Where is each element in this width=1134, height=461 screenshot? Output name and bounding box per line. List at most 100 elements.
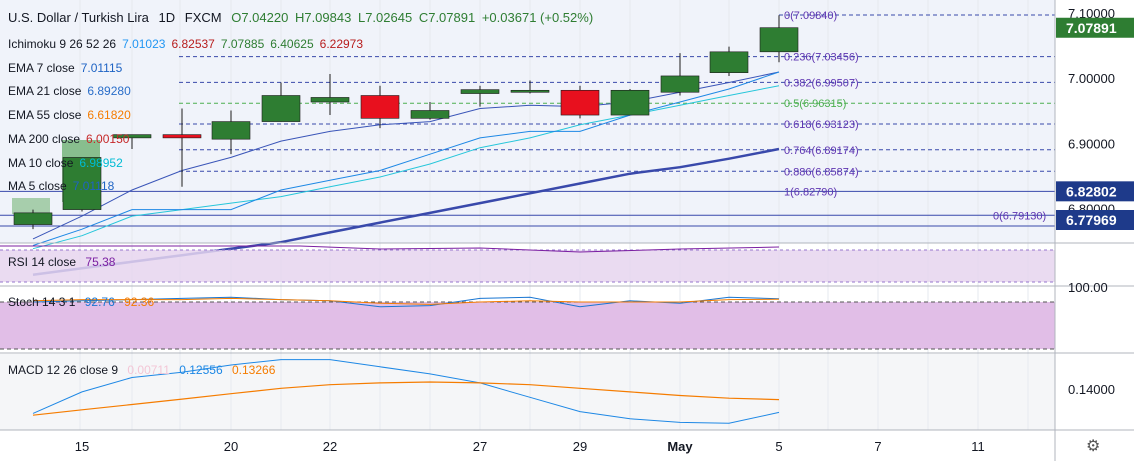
indicator-value: 7.01115 bbox=[80, 60, 123, 75]
price-tick: 7.00000 bbox=[1068, 71, 1115, 86]
candle-body bbox=[112, 134, 152, 139]
macd-hist: 0.00711 bbox=[127, 363, 170, 377]
macd-legend[interactable]: MACD 12 26 close 9 0.00711 0.12556 0.132… bbox=[8, 363, 281, 377]
candle-body bbox=[261, 95, 301, 122]
stoch-label: Stoch 14 3 1 bbox=[8, 295, 76, 309]
last-price-label: 7.07891 bbox=[1066, 20, 1117, 36]
indicator-value: 6.00150 bbox=[86, 131, 130, 146]
indicator-value: 7.07885 bbox=[220, 37, 265, 51]
indicator-row[interactable]: EMA 21 close 6.89280 bbox=[8, 84, 137, 98]
indicator-value: 6.61820 bbox=[87, 108, 131, 123]
indicator-value: 6.40625 bbox=[270, 37, 314, 51]
candle-body bbox=[211, 121, 251, 140]
indicator-value: 7.01023 bbox=[122, 37, 166, 51]
ma-line bbox=[32, 71, 780, 240]
symbol-header: U.S. Dollar / Turkish Lira 1D FXCM O7.04… bbox=[8, 11, 599, 25]
macd-line bbox=[32, 359, 780, 424]
fib-level-label: 0(6.79130) bbox=[993, 210, 1046, 222]
macd-pane-bg bbox=[0, 354, 1055, 430]
candle-body bbox=[360, 95, 400, 119]
price-flag bbox=[1056, 210, 1134, 230]
macd-signal: 0.13266 bbox=[231, 363, 276, 377]
interval[interactable]: 1D bbox=[158, 10, 176, 25]
indicator-row[interactable]: MA 10 close 6.98952 bbox=[8, 156, 129, 170]
indicator-label: MA 5 close bbox=[8, 179, 67, 194]
rsi-line bbox=[0, 245, 780, 253]
symbol-name[interactable]: U.S. Dollar / Turkish Lira bbox=[8, 10, 149, 25]
indicator-label: MA 10 close bbox=[8, 155, 74, 170]
rsi-value: 75.38 bbox=[85, 255, 116, 269]
indicator-label: EMA 7 close bbox=[8, 60, 75, 75]
indicator-value: 6.82537 bbox=[171, 37, 215, 51]
settings-gear-icon[interactable]: ⚙ bbox=[1086, 438, 1101, 455]
stoch-k: 92.76 bbox=[84, 295, 115, 309]
candle-body bbox=[610, 89, 650, 116]
indicator-value: 6.22973 bbox=[319, 37, 364, 51]
stoch-legend[interactable]: Stoch 14 3 1 92.76 92.36 bbox=[8, 295, 160, 309]
time-tick: 11 bbox=[971, 439, 985, 454]
rsi-legend[interactable]: RSI 14 close 75.38 bbox=[8, 255, 121, 269]
indicator-row[interactable]: MA 200 close 6.00150 bbox=[8, 132, 135, 146]
ohlc-open: O7.04220 bbox=[231, 10, 289, 25]
ohlc-low: L7.02645 bbox=[357, 10, 413, 25]
data-source: FXCM bbox=[184, 10, 222, 25]
ohlc-high: H7.09843 bbox=[294, 10, 352, 25]
candle-body bbox=[660, 75, 700, 93]
indicator-value: 6.89280 bbox=[87, 84, 131, 99]
price-flag-label: 6.82802 bbox=[1066, 183, 1117, 199]
fib-level-label: 0.382(6.99507) bbox=[784, 77, 859, 89]
candle-body bbox=[510, 89, 550, 93]
indicator-label: MA 200 close bbox=[8, 131, 81, 146]
indicator-row[interactable]: EMA 7 close 7.01115 bbox=[8, 61, 128, 75]
macd-tick: 0.14000 bbox=[1068, 382, 1115, 397]
candle-body bbox=[310, 97, 350, 103]
time-tick: 20 bbox=[224, 439, 238, 454]
time-tick: 27 bbox=[473, 439, 487, 454]
price-flag-label: 6.77969 bbox=[1066, 212, 1117, 228]
indicator-label: EMA 55 close bbox=[8, 108, 82, 123]
rsi-band bbox=[0, 250, 1055, 282]
ichimoku-cloud bbox=[12, 198, 50, 214]
fib-level-label: 0.236(7.03456) bbox=[784, 52, 859, 64]
indicator-label: EMA 21 close bbox=[8, 84, 82, 99]
price-tick: 6.90000 bbox=[1068, 136, 1115, 151]
fib-level-label: 0.618(6.93123) bbox=[784, 119, 859, 131]
stoch-d: 92.36 bbox=[124, 295, 155, 309]
price-axis-bg bbox=[1055, 0, 1134, 461]
stoch-band bbox=[0, 302, 1055, 349]
indicator-row[interactable]: MA 5 close 7.01118 bbox=[8, 179, 120, 193]
stoch-d-line bbox=[32, 297, 780, 305]
candle-body bbox=[162, 134, 202, 139]
fib-level-label: 0.764(6.89174) bbox=[784, 145, 859, 157]
candle-body bbox=[410, 110, 450, 119]
time-tick: 15 bbox=[75, 439, 89, 454]
fib-level-label: 0(7.09840) bbox=[784, 10, 837, 22]
ohlc-change: +0.03671 (+0.52%) bbox=[481, 10, 594, 25]
time-tick: 29 bbox=[573, 439, 587, 454]
ma-line bbox=[32, 71, 780, 246]
fib-level-label: 1(6.82790) bbox=[784, 186, 837, 198]
macd-value: 0.12556 bbox=[179, 363, 223, 377]
price-flag bbox=[1056, 181, 1134, 202]
ohlc-close: C7.07891 bbox=[418, 10, 476, 25]
time-tick: 7 bbox=[874, 439, 881, 454]
time-tick: 22 bbox=[323, 439, 337, 454]
price-pane-bg bbox=[0, 0, 1055, 243]
time-tick: May bbox=[667, 439, 693, 454]
last-price-badge bbox=[1056, 17, 1134, 38]
ma-line bbox=[32, 85, 780, 250]
candle-body bbox=[560, 89, 600, 116]
rsi-label: RSI 14 close bbox=[8, 255, 77, 269]
indicator-row[interactable]: Ichimoku 9 26 52 26 7.01023 6.82537 7.07885… bbox=[8, 37, 369, 51]
indicator-value: 6.98952 bbox=[79, 155, 123, 170]
time-tick: 5 bbox=[775, 439, 782, 454]
macd-label: MACD 12 26 close 9 bbox=[8, 363, 119, 377]
candle-body bbox=[709, 51, 749, 73]
fib-level-label: 0.5(6.96315) bbox=[784, 98, 846, 110]
candle-body bbox=[62, 157, 102, 210]
indicator-label: Ichimoku 9 26 52 26 bbox=[8, 37, 117, 51]
indicator-row[interactable]: EMA 55 close 6.61820 bbox=[8, 108, 137, 122]
price-tick: 7.10000 bbox=[1068, 6, 1115, 21]
